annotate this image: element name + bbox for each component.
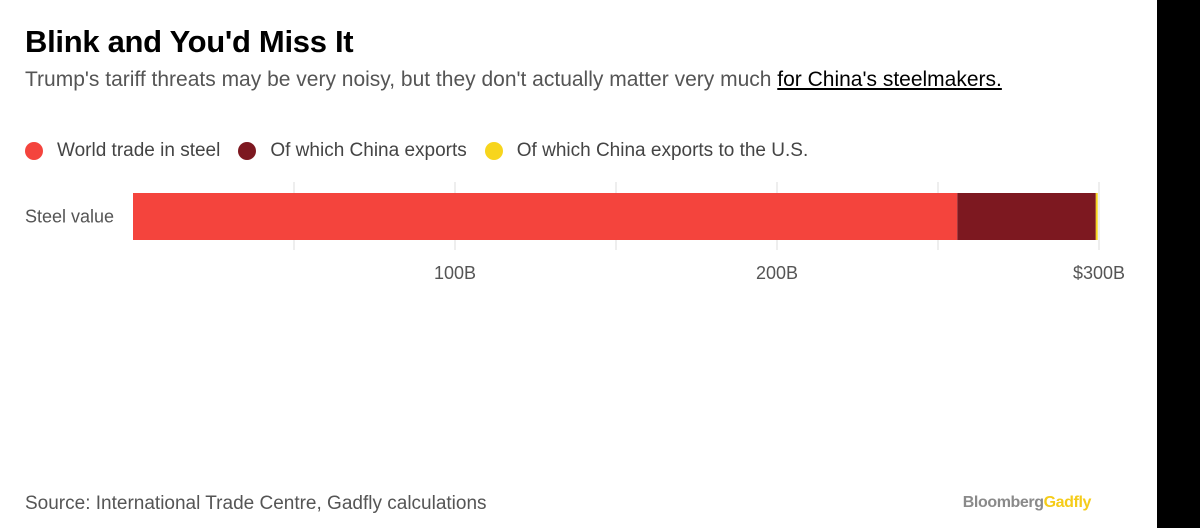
brand-bloomberg: Bloomberg	[962, 494, 1044, 511]
tick-label-200: 200B	[756, 263, 798, 283]
bar-segment-0	[133, 193, 958, 240]
legend-label-china-exports-us: Of which China exports to the U.S.	[516, 140, 809, 161]
legend-swatch-world-trade	[25, 142, 43, 160]
source-note: Source: International Trade Centre, Gadf…	[25, 493, 487, 514]
bar-segment-1	[957, 193, 1096, 240]
tick-label-300: $300B	[1073, 263, 1125, 283]
category-label: Steel value	[25, 207, 114, 227]
chart-subtitle: Trump's tariff threats may be very noisy…	[25, 67, 1025, 93]
legend-swatch-china-exports	[238, 142, 257, 160]
bar-chart: Steel value 100B 200B $300B	[25, 182, 1125, 283]
legend-swatch-china-exports-us	[484, 142, 503, 160]
subtitle-text: Trump's tariff threats may be very noisy…	[25, 68, 778, 91]
legend-label-china-exports: Of which China exports	[270, 140, 467, 161]
legend: World trade in steel Of which China expo…	[25, 139, 826, 163]
brand-gadfly: Gadfly	[1043, 494, 1092, 511]
chart-page: Blink and You'd Miss It Trump's tariff t…	[25, 24, 1126, 514]
legend-item-china-exports: Of which China exports	[238, 140, 467, 162]
brand-logo: BloombergGadfly	[962, 494, 1092, 512]
legend-item-china-exports-us: Of which China exports to the U.S.	[484, 140, 809, 162]
legend-label-world-trade: World trade in steel	[57, 140, 221, 161]
right-edge-bar	[1157, 0, 1200, 528]
subtitle-link[interactable]: for China's steelmakers.	[777, 68, 1002, 91]
legend-item-world-trade: World trade in steel	[25, 140, 220, 162]
tick-label-100: 100B	[434, 263, 476, 283]
bar-segment-2	[1095, 193, 1098, 240]
chart-title: Blink and You'd Miss It	[25, 24, 354, 59]
